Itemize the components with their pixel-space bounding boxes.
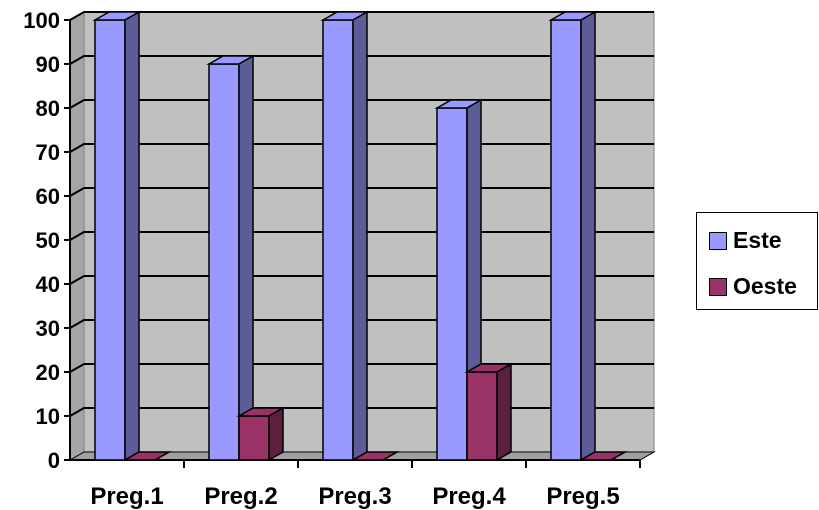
bar-side <box>610 451 626 461</box>
bar-oeste <box>464 362 514 462</box>
y-tick-label: 20 <box>36 360 60 385</box>
y-tick-label: 30 <box>36 316 60 341</box>
bar-side <box>352 10 368 462</box>
legend: Este Oeste <box>696 212 818 310</box>
y-tick-label: 60 <box>36 184 60 209</box>
legend-swatch-este <box>709 231 727 250</box>
y-tick-label: 90 <box>36 52 60 77</box>
bar-side <box>154 451 170 461</box>
y-tick-label: 80 <box>36 96 60 121</box>
bar-front <box>466 371 498 461</box>
bar-front <box>208 63 240 461</box>
bar-front <box>94 19 126 461</box>
y-tick-label: 40 <box>36 272 60 297</box>
legend-label-este: Este <box>733 227 782 253</box>
bar-front <box>322 19 354 461</box>
x-tick-label: Preg.5 <box>546 483 619 510</box>
x-axis-ticks: Preg.1 Preg.2 Preg.3 Preg.4 Preg.5 <box>90 460 641 510</box>
bar-este <box>548 10 598 462</box>
bar-front <box>436 107 468 461</box>
y-tick-label: 50 <box>36 228 60 253</box>
gridline <box>69 11 654 21</box>
x-tick-label: Preg.1 <box>90 483 163 510</box>
x-tick-label: Preg.2 <box>204 483 277 510</box>
x-tick-label: Preg.4 <box>432 483 506 510</box>
bar-este <box>320 10 370 462</box>
y-axis-ticks: 0 10 20 30 40 50 60 70 80 90 100 <box>23 8 70 473</box>
legend-swatch-oeste <box>709 277 727 296</box>
bar-oeste <box>236 406 286 462</box>
bar-side <box>268 406 284 462</box>
bar-side <box>580 10 596 462</box>
y-tick-label: 0 <box>48 448 60 473</box>
bar-oeste <box>350 451 400 461</box>
bar-side <box>238 54 254 462</box>
legend-item-oeste: Oeste <box>709 273 797 300</box>
gridline <box>69 55 654 65</box>
legend-label-oeste: Oeste <box>733 273 797 299</box>
bar-side <box>382 451 398 461</box>
y-tick-label: 10 <box>36 404 60 429</box>
bar-este <box>206 54 256 462</box>
bar-este <box>92 10 142 462</box>
bar-oeste <box>578 451 628 461</box>
bar-oeste <box>122 451 172 461</box>
bar-side <box>124 10 140 462</box>
bars <box>92 10 628 462</box>
y-tick-label: 70 <box>36 140 60 165</box>
bar-side <box>496 362 512 462</box>
bar-front <box>238 415 270 461</box>
y-tick-label: 100 <box>23 8 60 33</box>
x-tick-label: Preg.3 <box>318 483 391 510</box>
legend-item-este: Este <box>709 227 782 254</box>
bar-front <box>550 19 582 461</box>
